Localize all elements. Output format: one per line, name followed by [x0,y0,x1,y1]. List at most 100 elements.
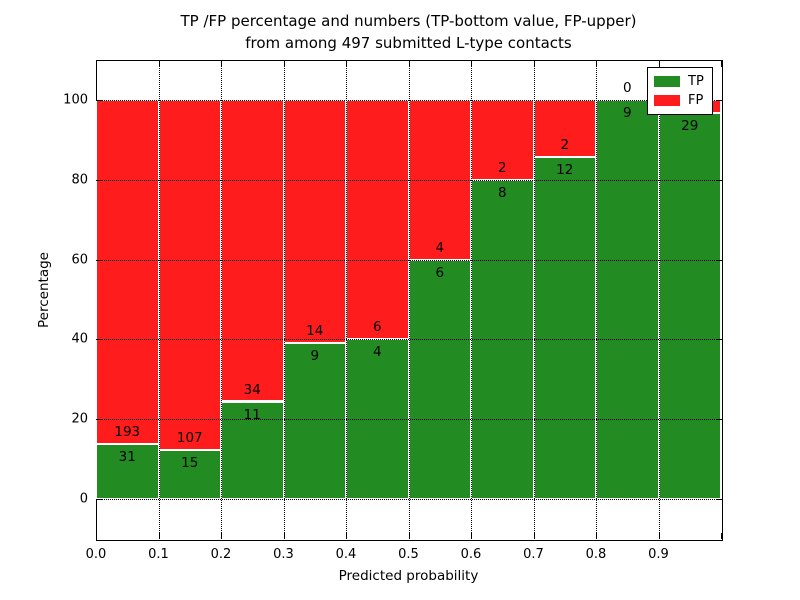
vertical-gridline-0.2 [221,60,222,539]
x-tick-label-0.3: 0.3 [273,547,294,562]
vertical-gridline-0.8 [596,60,597,539]
tp-count-label-0.1-0.2: 15 [181,455,199,471]
legend-item-tp: TP [654,72,706,91]
fp-count-label-0.7-0.8: 2 [560,136,570,153]
vertical-gridline-0.4 [346,60,347,539]
y-tick-right-80 [716,179,722,181]
x-tick-bottom-0.4 [346,533,347,539]
y-tick-right-60 [716,259,722,261]
x-tick-top-0.1 [158,61,160,67]
x-tick-bottom-0.3 [283,533,285,539]
x-tick-top-0.6 [471,61,472,67]
legend-label-tp: TP [688,74,704,89]
tp-color-swatch [654,76,680,87]
bar-segment-tp-0.4-0.5 [346,339,409,500]
fp-count-label-0.8-0.9: 0 [622,79,632,96]
y-tick-left-60 [97,259,103,261]
x-tick-label-0.5: 0.5 [398,547,419,562]
y-tick-left-100 [97,99,103,101]
x-tick-bottom-1 [721,533,722,539]
x-tick-bottom-0 [96,533,97,539]
x-tick-label-0.2: 0.2 [210,547,232,562]
chart-title-line1: TP /FP percentage and numbers (TP-bottom… [180,12,637,30]
fp-count-label-0.5-0.6: 4 [435,239,445,256]
tp-count-label-0.3-0.4: 9 [310,347,320,364]
x-tick-label-0.7: 0.7 [523,547,544,562]
bar-segment-tp-0.5-0.6 [408,259,471,500]
bar-segment-tp-0.3-0.4 [283,342,346,500]
bar-segment-tp-0.2-0.3 [221,401,284,500]
fp-count-label-0.0-0.1: 193 [114,423,141,440]
x-tick-label-0.4: 0.4 [335,547,357,562]
legend: TP FP [647,67,713,115]
y-tick-left-0 [97,499,103,501]
tp-count-label-0.8-0.9: 9 [622,104,632,121]
y-tick-label-0: 0 [79,491,88,507]
x-tick-label-0.8: 0.8 [585,547,607,562]
y-tick-right-0 [716,499,722,501]
y-tick-right-100 [716,99,722,101]
y-tick-left-20 [97,419,103,421]
x-tick-top-0.8 [596,61,597,67]
y-tick-left-40 [97,339,103,341]
horizontal-gridline-0 [96,499,721,501]
x-tick-top-0 [96,61,97,67]
fp-count-label-0.3-0.4: 14 [306,322,324,339]
x-tick-bottom-0.2 [221,533,222,539]
x-tick-top-0.3 [283,61,285,67]
x-tick-top-1 [721,61,722,67]
chart-title: TP /FP percentage and numbers (TP-bottom… [96,10,721,54]
x-tick-bottom-0.7 [533,533,535,539]
x-tick-top-0.9 [658,61,660,67]
bar-segment-tp-0.1-0.2 [158,450,221,500]
x-tick-bottom-0.5 [408,533,410,539]
vertical-gridline-0.6 [471,60,472,539]
y-tick-label-40: 40 [71,331,88,347]
bar-segment-fp-0.0-0.1 [96,99,159,444]
x-tick-top-0.7 [533,61,535,67]
bar-segment-fp-0.1-0.2 [158,99,221,450]
tp-count-label-0.6-0.7: 8 [497,184,507,201]
tp-count-label-0.0-0.1: 31 [118,448,136,465]
y-tick-left-80 [97,179,103,181]
bar-segment-tp-0.7-0.8 [533,156,596,500]
vertical-gridline-0.1 [158,60,160,539]
x-tick-label-0.9: 0.9 [648,547,669,562]
horizontal-gridline-40 [96,339,721,341]
y-tick-label-20: 20 [71,411,88,427]
x-tick-top-0.4 [346,61,347,67]
x-tick-bottom-0.9 [658,533,660,539]
horizontal-gridline-20 [96,419,721,421]
y-tick-right-40 [716,339,722,341]
horizontal-gridline-100 [96,99,721,101]
y-tick-right-20 [716,419,722,421]
bar-segment-fp-0.2-0.3 [221,99,284,402]
tp-count-label-0.9-1.0: 29 [681,118,699,135]
legend-label-fp: FP [688,93,704,108]
bar-segment-fp-0.3-0.4 [283,99,346,343]
x-tick-bottom-0.1 [158,533,160,539]
bar-segment-fp-0.4-0.5 [346,99,409,340]
vertical-gridline-0.9 [658,60,660,539]
y-tick-label-60: 60 [71,252,88,268]
x-tick-top-0.2 [221,61,222,67]
x-tick-label-0.1: 0.1 [148,547,169,562]
x-tick-top-0.5 [408,61,410,67]
tp-count-label-0.7-0.8: 12 [556,161,574,178]
fp-count-label-0.1-0.2: 107 [176,430,203,446]
y-tick-label-80: 80 [71,172,88,188]
bar-segment-tp-0.8-0.9 [596,99,659,500]
bar-segment-tp-0.9-1.0 [658,113,721,500]
bar-segment-tp-0.0-0.1 [96,443,159,500]
chart-title-line2: from among 497 submitted L-type contacts [245,34,572,52]
horizontal-gridline-60 [96,259,721,261]
tp-count-label-0.2-0.3: 11 [243,406,261,423]
y-axis-label: Percentage [36,252,52,328]
fp-color-swatch [654,95,680,106]
tp-count-label-0.4-0.5: 4 [372,344,382,361]
x-tick-label-0.6: 0.6 [460,547,482,562]
horizontal-gridline-80 [96,179,721,181]
x-tick-bottom-0.6 [471,533,472,539]
x-tick-bottom-0.8 [596,533,597,539]
